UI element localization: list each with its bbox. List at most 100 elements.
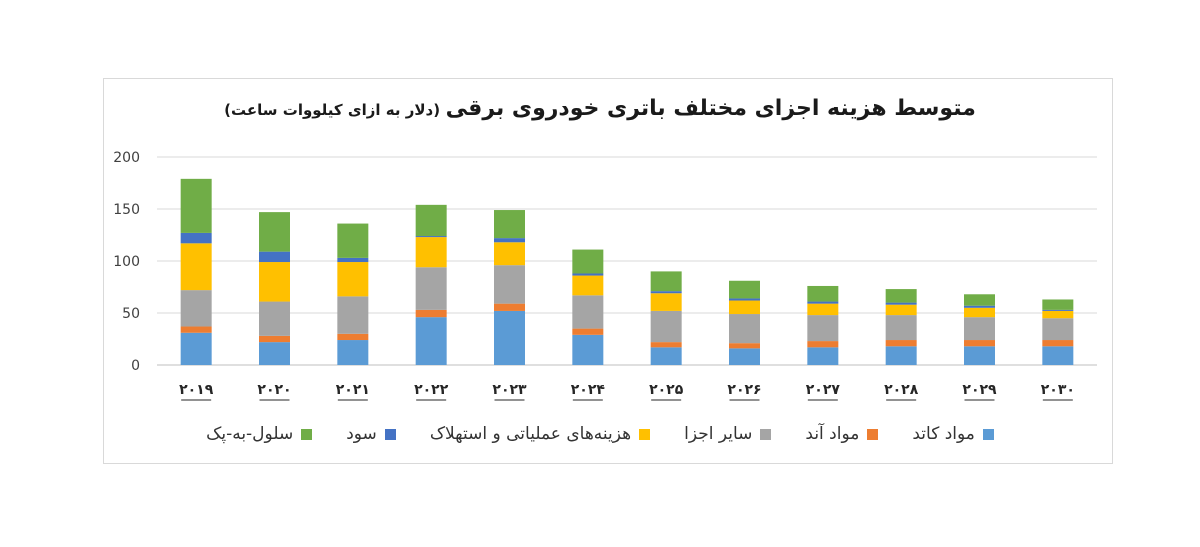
- bar-segment: [494, 242, 525, 266]
- bar-segment: [729, 348, 760, 365]
- bar-segment: [572, 249, 604, 274]
- x-tick-label: ۲۰۲۰: [257, 382, 291, 398]
- x-tick-label: ۲۰۱۹: [179, 382, 214, 398]
- bar-segment: [415, 204, 447, 237]
- bar-segment: [729, 343, 760, 349]
- bar-segment: [650, 271, 682, 292]
- legend-swatch: [760, 428, 772, 440]
- bar-segment: [650, 342, 682, 348]
- y-tick-label: 100: [113, 254, 140, 270]
- bar-segment: [964, 340, 995, 347]
- bar-segment: [415, 267, 447, 310]
- bar-segment: [729, 298, 760, 301]
- x-tick-label: ۲۰۲۶: [727, 382, 761, 398]
- bar-segment: [807, 341, 839, 348]
- bar-segment: [1042, 309, 1074, 311]
- x-tick-label: ۲۰۲۹: [962, 382, 997, 398]
- bar-segment: [494, 310, 525, 365]
- bar-segment: [885, 346, 917, 365]
- chart-legend: مواد کاتد مواد آند سایر اجزا هزینه‌های عملی…: [0, 424, 1200, 444]
- bar-segment: [180, 243, 212, 291]
- y-tick-label: 200: [113, 150, 140, 166]
- bar-segment: [494, 265, 525, 304]
- bar-segment: [259, 335, 290, 343]
- legend-label: هزینه‌های عملیاتی و استهلاک: [429, 424, 632, 444]
- bar-segment: [337, 340, 369, 365]
- legend-label: مواد کاتد: [912, 424, 975, 444]
- bar-segment: [1042, 318, 1074, 341]
- bar-segment: [337, 257, 369, 263]
- bar-segment: [885, 304, 917, 316]
- bar-segment: [964, 346, 995, 365]
- bar-segment: [337, 296, 369, 334]
- bar-segment: [807, 303, 839, 316]
- bar-segment: [885, 302, 917, 305]
- bar-segment: [337, 262, 369, 297]
- bar-segment: [259, 342, 290, 365]
- y-tick-label: 150: [113, 202, 140, 218]
- legend-item: هزینه‌های عملیاتی و استهلاک: [429, 424, 651, 444]
- bar-segment: [180, 178, 212, 233]
- bar-segment: [1042, 310, 1074, 319]
- bar-segment: [180, 290, 212, 327]
- bar-segment: [494, 210, 525, 239]
- bar-segment: [964, 294, 995, 306]
- x-tick-label: ۲۰۲۱: [336, 382, 370, 398]
- x-tick-label: ۲۰۲۷: [806, 382, 841, 398]
- bar-segment: [1042, 340, 1074, 347]
- bar-segment: [729, 300, 760, 315]
- bar-segment: [259, 251, 290, 263]
- bar-segment: [259, 212, 290, 252]
- bar-segment: [415, 309, 447, 318]
- legend-label: مواد آند: [805, 424, 860, 444]
- x-tick-label: ۲۰۲۸: [884, 382, 919, 398]
- bar-segment: [180, 326, 212, 333]
- bar-segment: [807, 301, 839, 304]
- y-tick-label: 0: [131, 358, 140, 374]
- legend-label: سود: [346, 424, 377, 444]
- bar-segment: [650, 291, 682, 294]
- bar-segment: [337, 223, 369, 258]
- bar-segment: [964, 305, 995, 308]
- legend-label: سایر اجزا: [684, 424, 753, 444]
- legend-item: سلول-به-پک: [206, 424, 313, 444]
- legend-item: سود: [346, 424, 396, 444]
- chart-title-sub: (دلار به ازای کیلووات ساعت): [224, 101, 441, 119]
- legend-item: سایر اجزا: [684, 424, 772, 444]
- bar-segment: [650, 293, 682, 311]
- bar-segment: [885, 340, 917, 347]
- chart-title: متوسط هزینه اجزای مختلف باتری خودروی برق…: [0, 96, 1200, 121]
- bar-segment: [337, 333, 369, 341]
- bar-segment: [964, 307, 995, 318]
- bar-segment: [1042, 346, 1074, 365]
- bar-segment: [494, 303, 525, 311]
- bar-segment: [259, 262, 290, 302]
- bar-segment: [964, 317, 995, 341]
- y-tick-label: 50: [122, 306, 140, 322]
- legend-swatch: [639, 428, 651, 440]
- x-tick-label: ۲۰۲۵: [649, 382, 684, 398]
- bar-segment: [807, 315, 839, 342]
- chart-title-main: متوسط هزینه اجزای مختلف باتری خودروی برق…: [445, 96, 976, 121]
- legend-item: مواد کاتد: [912, 424, 994, 444]
- bar-segment: [259, 301, 290, 336]
- bar-segment: [415, 236, 447, 238]
- bar-segment: [572, 334, 604, 365]
- bar-segment: [807, 347, 839, 365]
- bar-segment: [180, 232, 212, 244]
- legend-swatch: [982, 428, 994, 440]
- bar-segment: [650, 347, 682, 365]
- legend-label: سلول-به-پک: [206, 424, 294, 444]
- bar-segment: [180, 332, 212, 365]
- legend-swatch: [301, 428, 313, 440]
- legend-swatch: [867, 428, 879, 440]
- bar-segment: [807, 285, 839, 302]
- legend-swatch: [384, 428, 396, 440]
- bar-segment: [415, 317, 447, 365]
- bar-segment: [885, 315, 917, 341]
- x-tick-label: ۲۰۳۰: [1041, 382, 1075, 398]
- x-tick-label: ۲۰۲۲: [414, 382, 449, 398]
- bar-segment: [650, 310, 682, 343]
- bar-segment: [572, 328, 604, 335]
- x-tick-label: ۲۰۲۴: [571, 382, 606, 398]
